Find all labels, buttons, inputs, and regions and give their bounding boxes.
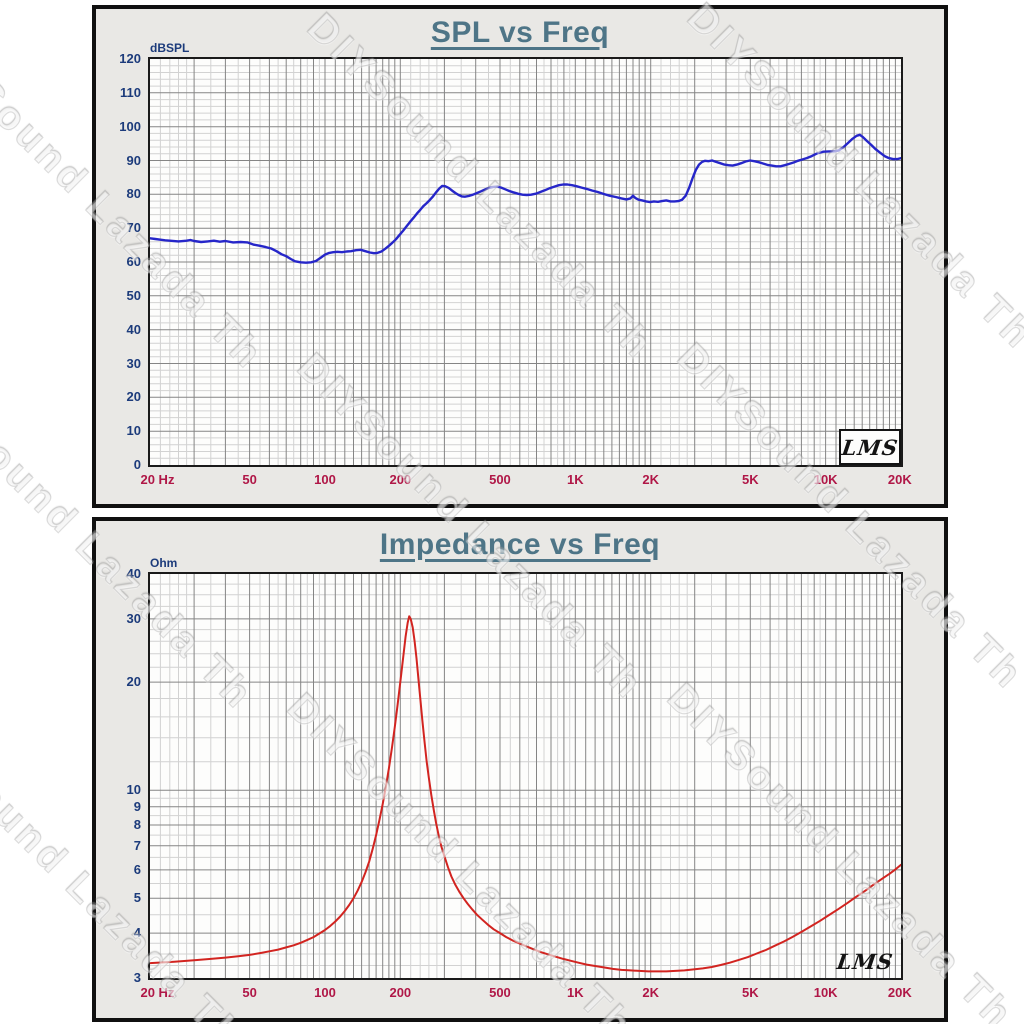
- spl-chart-svg: [150, 59, 901, 465]
- x-tick-label: 50: [242, 472, 257, 487]
- x-tick-label: 5K: [741, 472, 759, 487]
- y-tick-label: 5: [133, 890, 141, 906]
- x-tick-label: 500: [489, 985, 511, 1000]
- x-tick-label: 200: [389, 985, 412, 1000]
- impedance-chart-title: Impedance vs Freq: [379, 528, 661, 561]
- x-tick-label: 10K: [813, 472, 838, 487]
- x-tick-label: 200: [389, 472, 412, 487]
- lms-logo-box: LMS: [839, 429, 901, 465]
- x-tick-label: 500: [489, 472, 511, 487]
- impedance-chart-svg: [150, 574, 901, 978]
- y-tick-label: 4: [133, 925, 141, 941]
- y-tick-label: 8: [133, 817, 141, 833]
- y-tick-label: 40: [126, 321, 141, 337]
- x-tick-label: 10K: [813, 985, 838, 1000]
- x-tick-label: 2K: [642, 472, 659, 487]
- y-tick-label: 7: [133, 837, 141, 853]
- spl-plot-area: LMS: [148, 57, 903, 467]
- lms-logo-text: LMS: [835, 949, 895, 974]
- y-tick-label: 30: [126, 610, 141, 626]
- y-tick-label: 10: [126, 782, 141, 798]
- y-tick-label: 120: [119, 51, 141, 66]
- y-tick-label: 70: [126, 220, 141, 236]
- x-tick-label: 20 Hz: [140, 985, 175, 1000]
- impedance-chart-panel: Impedance vs Freq Ohm LMS 40 30 20 10 9 8 7 6 5 4…: [92, 517, 948, 1022]
- lms-logo-text: LMS: [840, 434, 900, 460]
- y-tick-label: 6: [133, 861, 141, 877]
- spl-chart-title: SPL vs Freq: [430, 16, 610, 49]
- y-tick-label: 9: [133, 798, 141, 814]
- y-tick-label: 10: [126, 423, 141, 439]
- x-tick-label: 20K: [887, 985, 912, 1000]
- x-tick-label: 100: [314, 985, 336, 1000]
- x-tick-label: 20K: [887, 472, 912, 487]
- y-tick-label: 80: [126, 186, 141, 202]
- x-tick-label: 1K: [566, 985, 584, 1000]
- y-tick-label: 0: [133, 457, 141, 472]
- spl-curve: [150, 133, 901, 264]
- y-tick-label: 110: [120, 84, 141, 100]
- y-tick-label: 50: [126, 287, 141, 303]
- x-tick-label: 50: [242, 985, 257, 1000]
- y-tick-label: 40: [126, 566, 141, 581]
- y-tick-label: 90: [126, 152, 141, 168]
- y-tick-label: 100: [119, 118, 141, 134]
- x-tick-label: 5K: [741, 985, 759, 1000]
- spl-chart-panel: SPL vs Freq dBSPL LMS 120 110 100 90 80 70 60 5…: [92, 5, 948, 508]
- y-tick-label: 20: [126, 389, 141, 405]
- spl-y-axis-unit: dBSPL: [150, 41, 190, 55]
- y-tick-label: 3: [133, 970, 141, 985]
- y-tick-label: 60: [126, 254, 141, 269]
- x-tick-label: 20 Hz: [140, 472, 175, 487]
- impedance-curve: [150, 615, 901, 973]
- x-tick-label: 100: [314, 472, 336, 487]
- x-tick-label: 2K: [642, 985, 659, 1000]
- y-tick-label: 20: [126, 674, 141, 690]
- impedance-plot-area: LMS: [148, 572, 903, 980]
- y-tick-label: 30: [126, 355, 141, 371]
- x-tick-label: 1K: [566, 472, 584, 487]
- impedance-y-axis-unit: Ohm: [150, 556, 178, 570]
